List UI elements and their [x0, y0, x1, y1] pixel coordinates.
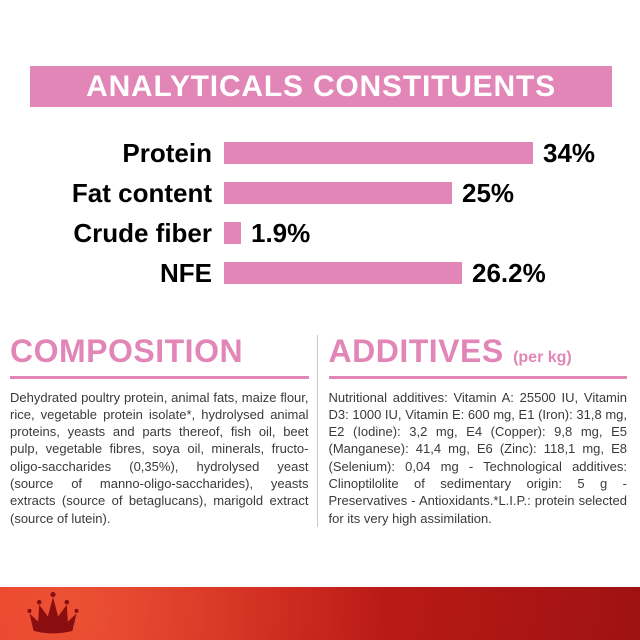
composition-section: COMPOSITION Dehydrated poultry protein, … [10, 333, 309, 527]
chart-category-label: NFE [160, 257, 212, 288]
composition-title-rule [10, 375, 309, 379]
additives-unit-label: (per kg) [513, 349, 572, 366]
additives-body: Nutritional additives: Vitamin A: 25500 … [328, 389, 628, 526]
additives-title-rule [328, 375, 627, 379]
royal-canin-crown-logo [27, 592, 79, 634]
chart-value-label: 1.9% [251, 217, 311, 248]
chart-bar [224, 142, 533, 164]
brand-band [0, 587, 640, 640]
composition-title: COMPOSITION [10, 333, 244, 369]
chart-bar [224, 222, 241, 244]
chart-category-label: Protein [122, 137, 212, 168]
additives-title-text: ADDITIVES [328, 333, 504, 369]
chart-category-label: Crude fiber [73, 217, 212, 248]
chart-value-label: 34% [543, 137, 596, 168]
column-divider [316, 335, 318, 527]
chart-row: Crude fiber 1.9% [0, 213, 640, 253]
chart-row: NFE 26.2% [0, 253, 640, 293]
constituents-bar-chart: Protein 34% Fat content 25% Crude fiber … [0, 133, 640, 293]
chart-row: Fat content 25% [0, 173, 640, 213]
analytical-constituents-banner: ANALYTICALS CONSTITUENTS [30, 66, 612, 107]
additives-title: ADDITIVES (per kg) [328, 333, 628, 369]
chart-category-label: Fat content [71, 177, 212, 208]
composition-body: Dehydrated poultry protein, animal fats,… [10, 389, 309, 526]
chart-value-label: 26.2% [472, 257, 546, 288]
chart-value-label: 25% [462, 177, 515, 208]
banner-title: ANALYTICALS CONSTITUENTS [86, 69, 556, 103]
info-columns: COMPOSITION Dehydrated poultry protein, … [0, 333, 640, 527]
chart-bar [224, 182, 452, 204]
chart-bar [224, 262, 462, 284]
chart-row: Protein 34% [0, 133, 640, 173]
additives-section: ADDITIVES (per kg) Nutritional additives… [328, 333, 628, 527]
